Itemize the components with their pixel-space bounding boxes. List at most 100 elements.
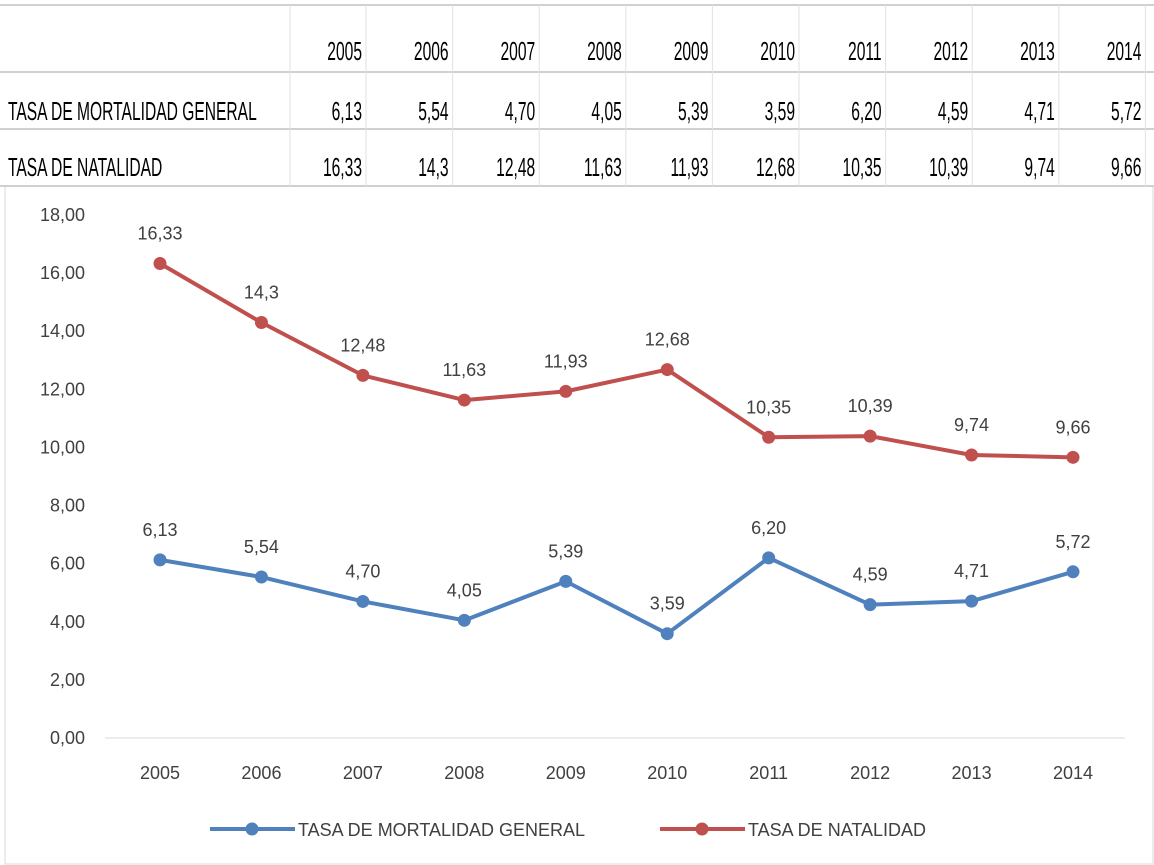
- table-cell: 16,33: [323, 153, 362, 182]
- chart: 0,00 2,00 4,00 6,00 8,00 10,00 12,00 14,00 16,00…: [40, 205, 1125, 840]
- data-label: 12,48: [340, 335, 385, 355]
- x-tick-label: 2013: [952, 763, 992, 783]
- data-label: 11,63: [442, 360, 486, 380]
- legend-marker: [245, 822, 259, 836]
- table-header: 2012: [933, 37, 968, 66]
- data-point: [457, 613, 471, 627]
- x-tick-label: 2010: [647, 763, 687, 783]
- x-tick-label: 2009: [546, 763, 586, 783]
- data-point: [153, 553, 167, 567]
- data-point: [559, 384, 573, 398]
- table-header: 2011: [848, 37, 882, 66]
- table-header: 2005: [327, 37, 362, 66]
- table-cell: 4,70: [505, 97, 535, 126]
- table-cell: 3,59: [765, 97, 795, 126]
- table-header: 2013: [1020, 37, 1055, 66]
- x-tick-label: 2012: [850, 763, 890, 783]
- data-label: 6,20: [751, 518, 786, 538]
- table-cell: 14,3: [418, 153, 448, 182]
- y-tick-label: 6,00: [50, 554, 85, 574]
- y-tick-label: 18,00: [40, 205, 85, 225]
- table-header: 2006: [414, 37, 449, 66]
- data-point: [965, 448, 979, 462]
- data-label: 4,05: [447, 580, 482, 600]
- data-point: [254, 570, 268, 584]
- data-label: 12,68: [645, 330, 690, 350]
- table-cell: 4,71: [1024, 97, 1054, 126]
- data-label: 10,35: [746, 397, 791, 417]
- table-cell: 10,39: [929, 153, 968, 182]
- table-header: 2010: [760, 37, 795, 66]
- table-cell: 9,74: [1024, 153, 1054, 182]
- data-label: 16,33: [137, 224, 182, 244]
- table-header: 2008: [587, 37, 622, 66]
- x-tick-label: 2008: [444, 763, 484, 783]
- data-label: 9,74: [954, 415, 989, 435]
- data-point: [254, 316, 268, 330]
- data-point: [356, 368, 370, 382]
- table-cell: 10,35: [843, 153, 882, 182]
- series-line: [158, 261, 1074, 460]
- data-table: 2005 2006 2007 2008 2009 2010 2011 2012 2013 2014…: [0, 4, 1154, 187]
- data-label: 3,59: [650, 594, 685, 614]
- data-point: [457, 393, 471, 407]
- y-tick-label: 4,00: [50, 612, 85, 632]
- data-label: 5,54: [244, 537, 279, 557]
- table-header: 2007: [500, 37, 535, 66]
- table-cell: 12,48: [496, 153, 535, 182]
- data-point: [762, 430, 776, 444]
- series-line: [159, 555, 1074, 636]
- data-point: [1066, 450, 1080, 464]
- y-tick-label: 0,00: [50, 728, 85, 748]
- data-label: 14,3: [244, 283, 279, 303]
- table-background: [0, 0, 1154, 186]
- table-cell: 4,05: [591, 97, 621, 126]
- data-point: [660, 627, 674, 641]
- data-point: [965, 594, 979, 608]
- y-tick-label: 10,00: [40, 437, 85, 457]
- table-cell: 6,20: [851, 97, 881, 126]
- data-label: 4,70: [345, 561, 380, 581]
- table-cell: 4,59: [938, 97, 968, 126]
- x-tick-label: 2007: [343, 763, 383, 783]
- data-label: 5,72: [1055, 532, 1090, 552]
- x-tick-label: 2005: [140, 763, 180, 783]
- legend-marker: [695, 822, 709, 836]
- data-point: [863, 429, 877, 443]
- data-label: 4,59: [853, 565, 888, 585]
- data-point: [660, 363, 674, 377]
- data-label: 4,71: [954, 561, 989, 581]
- data-label: 6,13: [142, 520, 177, 540]
- y-tick-label: 14,00: [40, 321, 85, 341]
- data-label: 5,39: [548, 541, 583, 561]
- table-cell: 5,54: [418, 97, 448, 126]
- table-cell: 12,68: [756, 153, 795, 182]
- y-tick-label: 2,00: [50, 670, 85, 690]
- data-point: [762, 551, 776, 565]
- x-tick-label: 2006: [241, 763, 281, 783]
- data-point: [1066, 565, 1080, 579]
- legend-label: TASA DE MORTALIDAD GENERAL: [298, 820, 585, 840]
- table-cell: 11,63: [584, 153, 622, 182]
- x-tick-label: 2011: [749, 763, 788, 783]
- table-cell: 11,93: [671, 153, 709, 182]
- table-header: 2014: [1107, 37, 1142, 66]
- legend-label: TASA DE NATALIDAD: [748, 820, 926, 840]
- data-point: [153, 257, 167, 271]
- data-label: 9,66: [1055, 417, 1090, 437]
- table-cell: 9,66: [1111, 153, 1141, 182]
- y-tick-label: 16,00: [40, 263, 85, 283]
- table-row-label: TASA DE NATALIDAD: [8, 153, 162, 182]
- data-point: [356, 594, 370, 608]
- table-header: 2009: [674, 37, 709, 66]
- data-point: [863, 598, 877, 612]
- table-row-label: TASA DE MORTALIDAD GENERAL: [8, 97, 257, 126]
- data-label: 10,39: [848, 396, 893, 416]
- data-point: [559, 574, 573, 588]
- y-tick-label: 12,00: [40, 379, 85, 399]
- x-tick-label: 2014: [1053, 763, 1093, 783]
- y-tick-label: 8,00: [50, 496, 85, 516]
- table-cell: 5,39: [678, 97, 708, 126]
- table-cell: 5,72: [1111, 97, 1141, 126]
